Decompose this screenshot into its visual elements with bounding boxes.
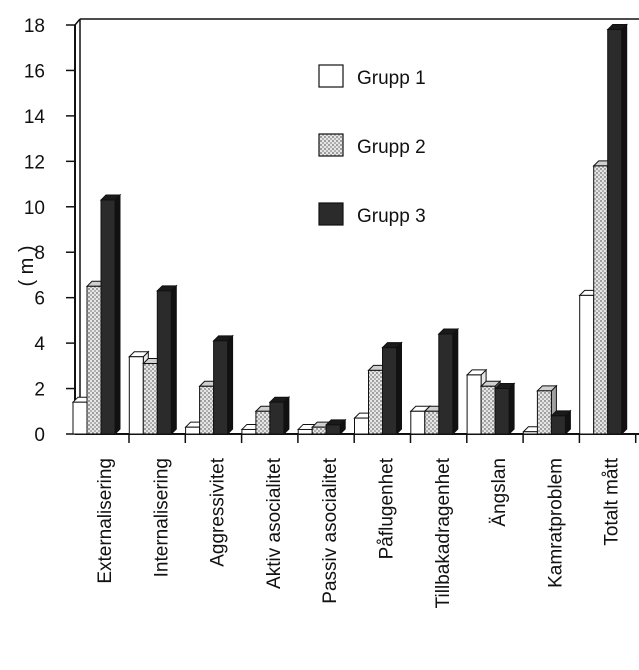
bar-side-face <box>170 284 177 436</box>
legend-swatch <box>318 64 344 88</box>
bar-front-face <box>480 385 496 435</box>
y-tick-label: 0 <box>34 425 45 446</box>
legend-swatch <box>318 202 344 226</box>
bar-front-face <box>382 347 397 435</box>
y-axis-depth-line <box>74 18 81 26</box>
bar-front-face <box>156 290 172 435</box>
bar-side-face <box>621 23 628 436</box>
bar-front-face <box>311 426 327 435</box>
bar-front-face <box>368 369 383 435</box>
bar <box>493 382 516 436</box>
y-axis-label: ( m ) <box>16 245 38 286</box>
bar-front-face <box>185 426 201 435</box>
bar-front-face <box>297 428 313 435</box>
bar-side-face <box>396 341 402 436</box>
y-tick-label: 4 <box>34 334 45 355</box>
y-tick-label: 6 <box>34 289 45 310</box>
bar-front-face <box>607 29 623 435</box>
bar <box>437 327 460 436</box>
category-label: Externalisering <box>95 458 116 584</box>
y-tick-label: 18 <box>24 16 45 37</box>
bar <box>324 418 347 436</box>
bar <box>381 341 403 436</box>
legend-swatch <box>318 133 344 157</box>
category-label: Passiv asocialitet <box>320 457 341 603</box>
y-tick-label: 16 <box>24 61 45 82</box>
bar-front-face <box>466 374 482 435</box>
y-tick-label: 8 <box>34 243 45 264</box>
category-label: Internalisering <box>151 458 172 577</box>
bar-front-face <box>213 340 229 435</box>
bar-front-face <box>494 388 510 435</box>
bar-front-face <box>86 285 102 435</box>
y-tick-label: 12 <box>24 152 45 173</box>
bar-front-face <box>438 333 454 435</box>
bar-front-face <box>354 417 369 435</box>
bar-front-face <box>424 410 440 435</box>
y-tick-label: 2 <box>34 380 45 401</box>
bar-front-face <box>72 401 88 435</box>
bar <box>212 334 234 436</box>
category-label: Kamratproblem <box>545 458 566 588</box>
bar <box>606 23 628 436</box>
bar-front-face <box>199 385 215 435</box>
bar-front-face <box>410 410 426 435</box>
bar-side-face <box>227 334 234 436</box>
bar-front-face <box>100 199 116 435</box>
bar-front-face <box>593 165 609 435</box>
bar <box>550 409 572 436</box>
y-ticks: 0 2 4 6 8 10 12 14 16 18 <box>24 16 75 446</box>
category-label: Tillbakadragenhet <box>433 457 454 608</box>
legend-label: Grupp 1 <box>357 68 426 89</box>
x-labels: Externalisering Internalisering Aggressivi… <box>95 457 623 608</box>
bars <box>71 23 637 443</box>
bar <box>156 284 178 436</box>
bar-front-face <box>522 431 538 435</box>
category-label: Aggressivitet <box>208 457 229 566</box>
legend-label: Grupp 2 <box>357 137 426 158</box>
category-label: Totalt mått <box>602 457 623 545</box>
y-tick-label: 14 <box>24 107 46 128</box>
bar-side-face <box>452 327 459 436</box>
bar-front-face <box>269 401 285 435</box>
category-label: Ängslan <box>489 458 510 527</box>
bar <box>99 193 122 436</box>
bar-side-face <box>283 395 290 436</box>
legend: Grupp 1 Grupp 2 Grupp 3 <box>318 64 426 227</box>
bar-side-face <box>508 382 515 436</box>
bar-side-face <box>114 193 121 436</box>
bar-front-face <box>142 363 158 435</box>
legend-label: Grupp 3 <box>357 206 426 227</box>
y-tick-label: 10 <box>24 198 45 219</box>
category-label: Aktiv asocialitet <box>264 457 285 589</box>
bar-front-face <box>550 415 566 435</box>
bar <box>268 395 291 436</box>
bar-front-face <box>128 356 144 435</box>
bar-front-face <box>325 424 341 435</box>
bar-front-face <box>579 294 595 435</box>
bar-front-face <box>536 390 552 435</box>
bar-front-face <box>241 428 257 435</box>
bar-front-face <box>255 410 271 435</box>
category-label: Påflugenhet <box>377 457 398 559</box>
